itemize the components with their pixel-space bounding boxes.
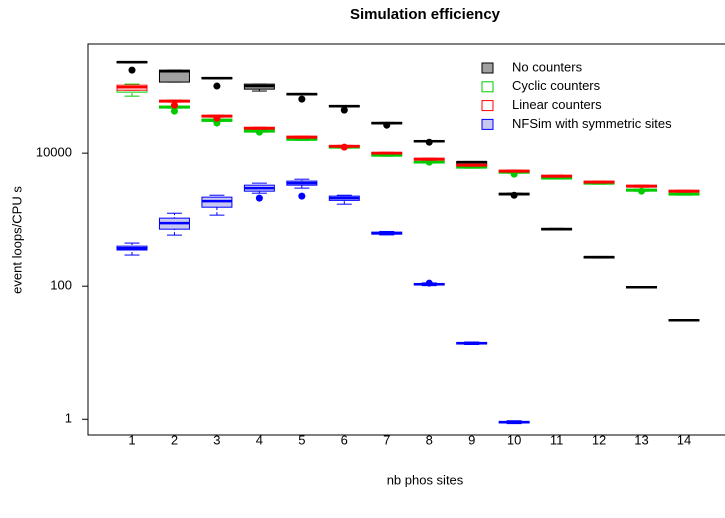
outlier	[340, 143, 348, 151]
outlier	[383, 121, 391, 129]
plot-frame	[87, 43, 725, 436]
legend-label: Linear counters	[512, 97, 602, 112]
outlier	[255, 128, 263, 136]
outlier	[425, 138, 433, 146]
outlier	[425, 279, 433, 287]
outlier	[128, 66, 136, 74]
legend-label: No counters	[512, 59, 583, 74]
x-tick-label: 1	[128, 432, 135, 447]
legend-swatch	[481, 81, 494, 93]
legend-label: NFSim with symmetric sites	[512, 116, 672, 131]
x-tick-label: 6	[341, 432, 348, 447]
legend-swatch	[481, 100, 494, 112]
x-tick-label: 8	[426, 432, 433, 447]
outlier	[213, 114, 221, 122]
outlier	[298, 95, 306, 103]
y-tick-label: 1	[65, 411, 72, 426]
x-tick-label: 11	[550, 432, 564, 447]
x-tick-label: 14	[677, 432, 691, 447]
x-tick-label: 13	[634, 432, 648, 447]
x-tick-label: 2	[171, 432, 178, 447]
chart-title: Simulation efficiency	[350, 6, 501, 23]
y-tick-label: 100	[50, 278, 72, 293]
outlier	[255, 194, 263, 202]
y-axis-label: event loops/CPU s	[9, 186, 24, 294]
x-tick-label: 7	[383, 432, 390, 447]
x-tick-label: 12	[592, 432, 606, 447]
outlier	[170, 101, 178, 109]
outlier	[510, 191, 518, 199]
outlier	[213, 119, 221, 127]
legend-swatch	[481, 62, 494, 74]
outlier	[638, 187, 646, 195]
x-axis-label: nb phos sites	[387, 472, 464, 487]
outlier	[213, 82, 221, 90]
outlier	[340, 106, 348, 114]
x-tick-label: 5	[298, 432, 305, 447]
x-tick-label: 10	[507, 432, 521, 447]
y-tick-label: 10000	[36, 145, 72, 160]
x-tick-label: 4	[256, 432, 263, 447]
legend-swatch	[481, 118, 494, 130]
x-tick-label: 3	[213, 432, 220, 447]
legend-label: Cyclic counters	[512, 78, 601, 93]
outlier	[170, 107, 178, 115]
x-tick-label: 9	[468, 432, 475, 447]
outlier	[298, 192, 306, 200]
